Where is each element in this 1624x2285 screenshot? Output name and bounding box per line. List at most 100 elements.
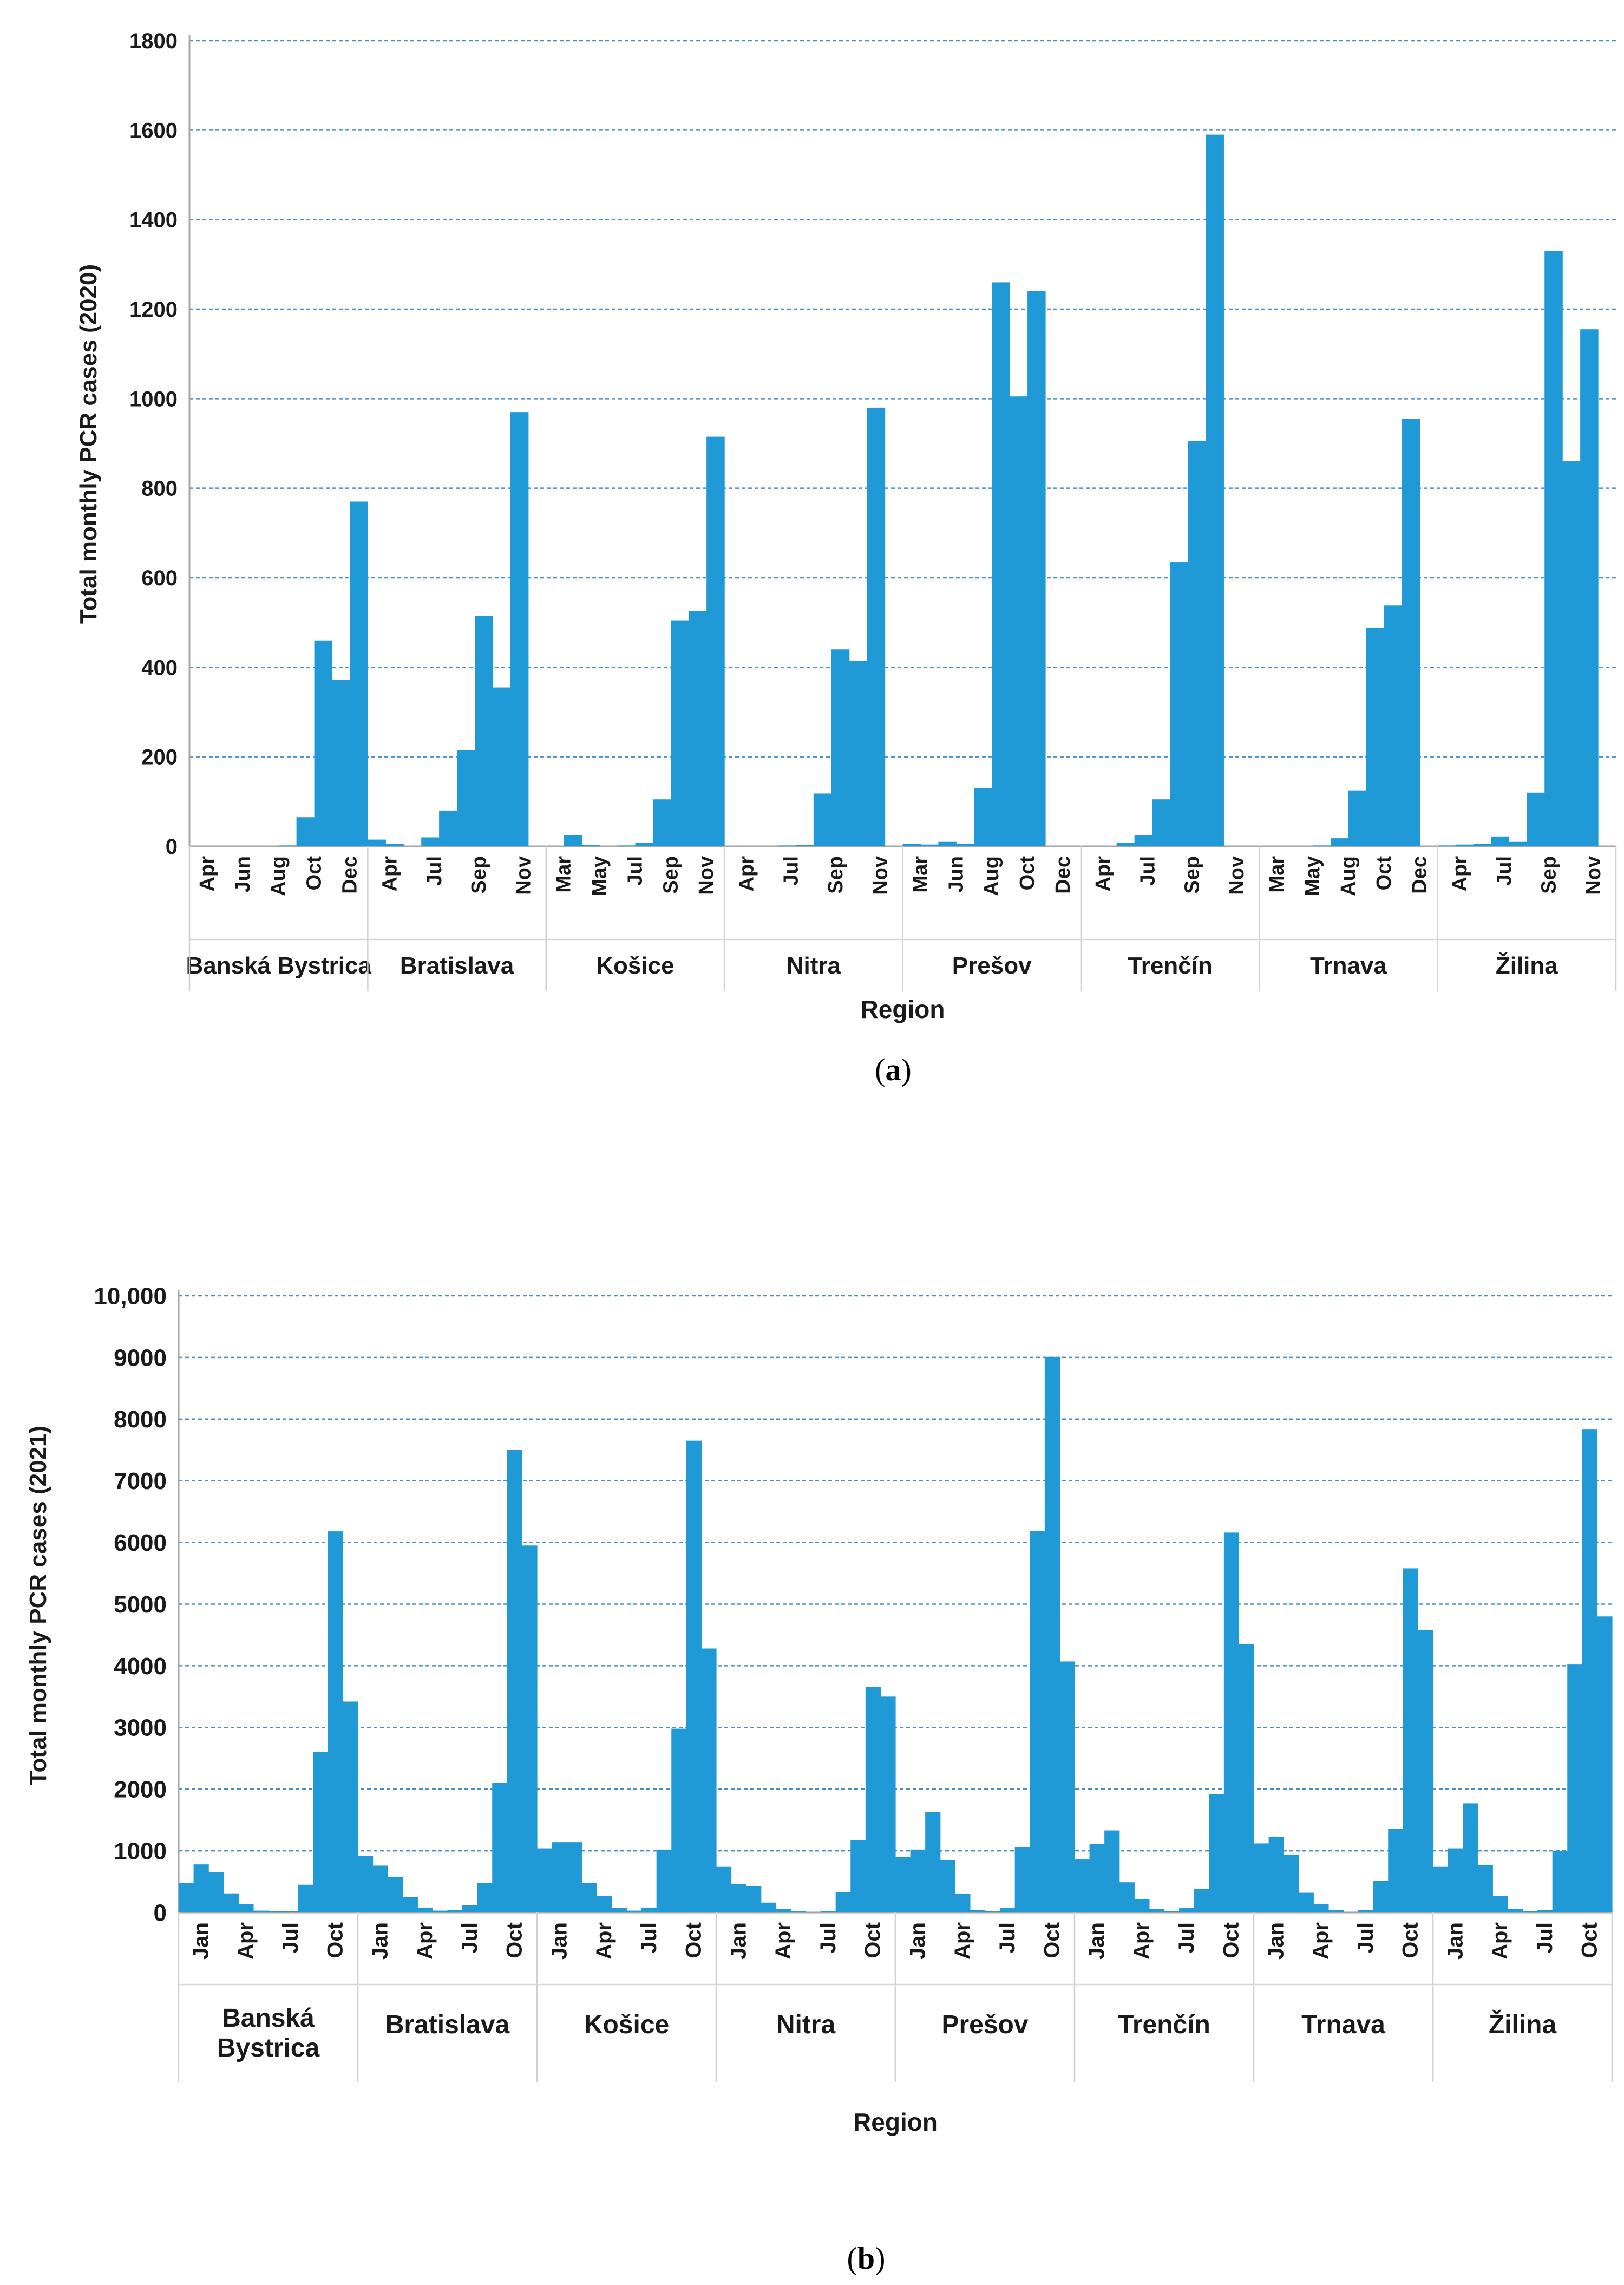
- bar: [1194, 1889, 1209, 1912]
- y-tick-label: 600: [141, 566, 178, 590]
- bar: [1254, 1843, 1269, 1912]
- bar: [332, 680, 351, 846]
- x-tick-label: Apr: [196, 856, 219, 892]
- region-label: Trenčín: [1128, 952, 1213, 979]
- x-tick-label: Jul: [279, 1922, 303, 1954]
- bar: [940, 1860, 955, 1912]
- y-tick-label: 8000: [114, 1406, 167, 1433]
- bar: [925, 1812, 941, 1912]
- bar: [1522, 1911, 1538, 1912]
- region-label: Košice: [596, 952, 674, 979]
- bar: [656, 1849, 672, 1912]
- y-tick-label: 7000: [114, 1468, 167, 1494]
- bar: [790, 1911, 807, 1912]
- bar: [1179, 1908, 1195, 1912]
- panel-label-a-letter: a: [886, 1052, 901, 1087]
- bar: [641, 1907, 657, 1912]
- bar: [567, 1842, 582, 1912]
- bar: [1104, 1830, 1120, 1912]
- bar: [447, 1910, 463, 1912]
- x-axis-title: Region: [861, 995, 945, 1023]
- bar: [1152, 799, 1171, 846]
- bar: [1418, 1630, 1433, 1912]
- bar: [992, 282, 1010, 846]
- bar: [457, 750, 475, 846]
- bar: [956, 844, 974, 846]
- x-tick-label: Sep: [468, 856, 490, 894]
- bar: [388, 1876, 403, 1912]
- bar: [1298, 1892, 1314, 1912]
- y-tick-label: 1400: [129, 208, 178, 232]
- y-tick-label: 5000: [114, 1591, 167, 1618]
- x-tick-label: Dec: [338, 856, 361, 894]
- bar: [1331, 838, 1349, 846]
- region-label: Žilina: [1496, 952, 1558, 979]
- bar: [731, 1884, 746, 1912]
- bar: [1433, 1866, 1449, 1912]
- bar: [671, 620, 689, 846]
- bar: [880, 1696, 896, 1912]
- bar: [402, 1897, 418, 1912]
- bar: [1492, 1896, 1508, 1912]
- x-tick-label: Jan: [1443, 1922, 1467, 1960]
- x-tick-label: Apr: [234, 1922, 258, 1960]
- bar: [296, 817, 315, 846]
- x-tick-label: Mar: [553, 856, 575, 893]
- bar: [223, 1893, 239, 1912]
- bar: [1473, 844, 1492, 846]
- bar: [314, 640, 333, 846]
- bar: [1119, 1882, 1135, 1912]
- bar: [475, 616, 493, 846]
- x-tick-label: Oct: [682, 1922, 706, 1958]
- bar: [1268, 1836, 1284, 1912]
- region-label: Bratislava: [400, 952, 514, 979]
- x-tick-label: Apr: [1130, 1922, 1154, 1960]
- bar: [581, 845, 600, 846]
- bar: [1116, 843, 1135, 846]
- y-tick-label: 400: [141, 656, 178, 680]
- x-tick-label: Jul: [780, 856, 803, 886]
- bar: [611, 1908, 627, 1912]
- bar: [492, 1783, 508, 1912]
- x-tick-label: Oct: [1399, 1922, 1423, 1958]
- bar: [208, 1872, 224, 1912]
- bar: [1313, 1904, 1329, 1912]
- bar: [617, 845, 636, 846]
- region-label-line: Bystrica: [217, 2034, 320, 2062]
- bar: [1544, 251, 1563, 846]
- x-tick-label: Jul: [1175, 1922, 1199, 1954]
- x-tick-label: Sep: [659, 856, 682, 894]
- bar: [510, 412, 529, 846]
- x-tick-label: Oct: [861, 1922, 885, 1958]
- x-tick-label: Jul: [1493, 856, 1516, 886]
- bar: [1509, 841, 1527, 846]
- region-label: Prešov: [952, 952, 1032, 979]
- bar: [1170, 562, 1189, 846]
- x-tick-label: Nov: [1582, 856, 1605, 895]
- x-tick-label: Oct: [503, 1922, 527, 1958]
- x-tick-label: Jan: [1264, 1922, 1288, 1960]
- bar: [492, 687, 511, 846]
- y-axis-title: Total monthly PCR cases (2021): [25, 1426, 51, 1785]
- y-tick-label: 1000: [129, 387, 178, 411]
- y-tick-label: 3000: [114, 1715, 167, 1741]
- y-tick-label: 1800: [129, 29, 178, 53]
- x-tick-label: Sep: [1537, 856, 1560, 894]
- bar: [686, 1440, 702, 1912]
- bar: [597, 1896, 612, 1912]
- bar: [938, 841, 957, 846]
- region-label: Nitra: [776, 2010, 836, 2039]
- x-tick-label: Jul: [624, 856, 646, 886]
- y-tick-label: 800: [141, 477, 178, 501]
- y-tick-label: 0: [166, 835, 178, 859]
- bar: [1373, 1881, 1389, 1912]
- x-tick-label: Jul: [1354, 1922, 1378, 1954]
- x-tick-label: Apr: [1092, 856, 1115, 892]
- bar: [1455, 844, 1474, 846]
- bar: [522, 1545, 538, 1912]
- region-label: Trnava: [1301, 2010, 1385, 2039]
- bar: [902, 844, 921, 846]
- x-tick-label: Jun: [945, 856, 967, 893]
